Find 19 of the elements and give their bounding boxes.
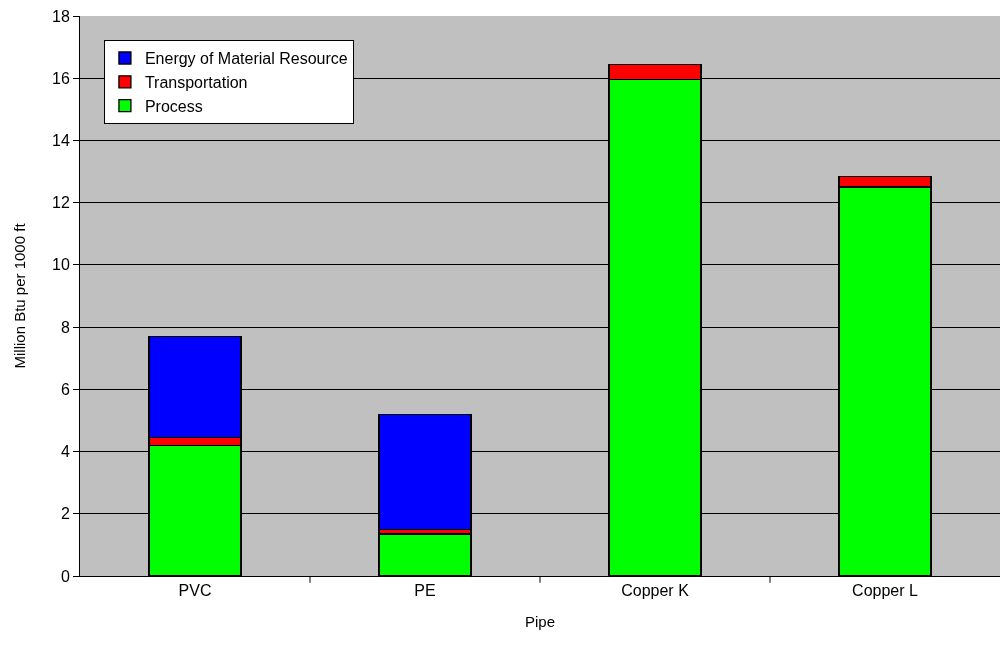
x-tick-label: Copper L bbox=[852, 582, 919, 600]
legend-label: Transportation bbox=[144, 74, 248, 92]
y-axis-title: Million Btu per 1000 ft bbox=[11, 222, 29, 369]
y-tick-label: 16 bbox=[52, 69, 70, 87]
y-tick-label: 2 bbox=[60, 505, 70, 523]
x-tick-label: Copper K bbox=[621, 582, 690, 600]
y-tick-label: 6 bbox=[60, 380, 70, 398]
y-tick-label: 10 bbox=[52, 256, 70, 274]
y-tick-label: 4 bbox=[60, 443, 70, 461]
y-tick-label: 0 bbox=[60, 567, 70, 585]
x-tick-label: PE bbox=[414, 582, 436, 600]
y-tick-label: 14 bbox=[52, 132, 70, 150]
y-tick-label: 8 bbox=[60, 318, 70, 336]
x-axis-title: Pipe bbox=[524, 613, 556, 631]
x-tick-label: PVC bbox=[178, 582, 212, 600]
legend-label: Energy of Material Resource bbox=[144, 50, 348, 68]
legend-label: Process bbox=[144, 97, 203, 115]
y-tick-label: 18 bbox=[52, 7, 70, 25]
y-tick-label: 12 bbox=[52, 194, 70, 212]
